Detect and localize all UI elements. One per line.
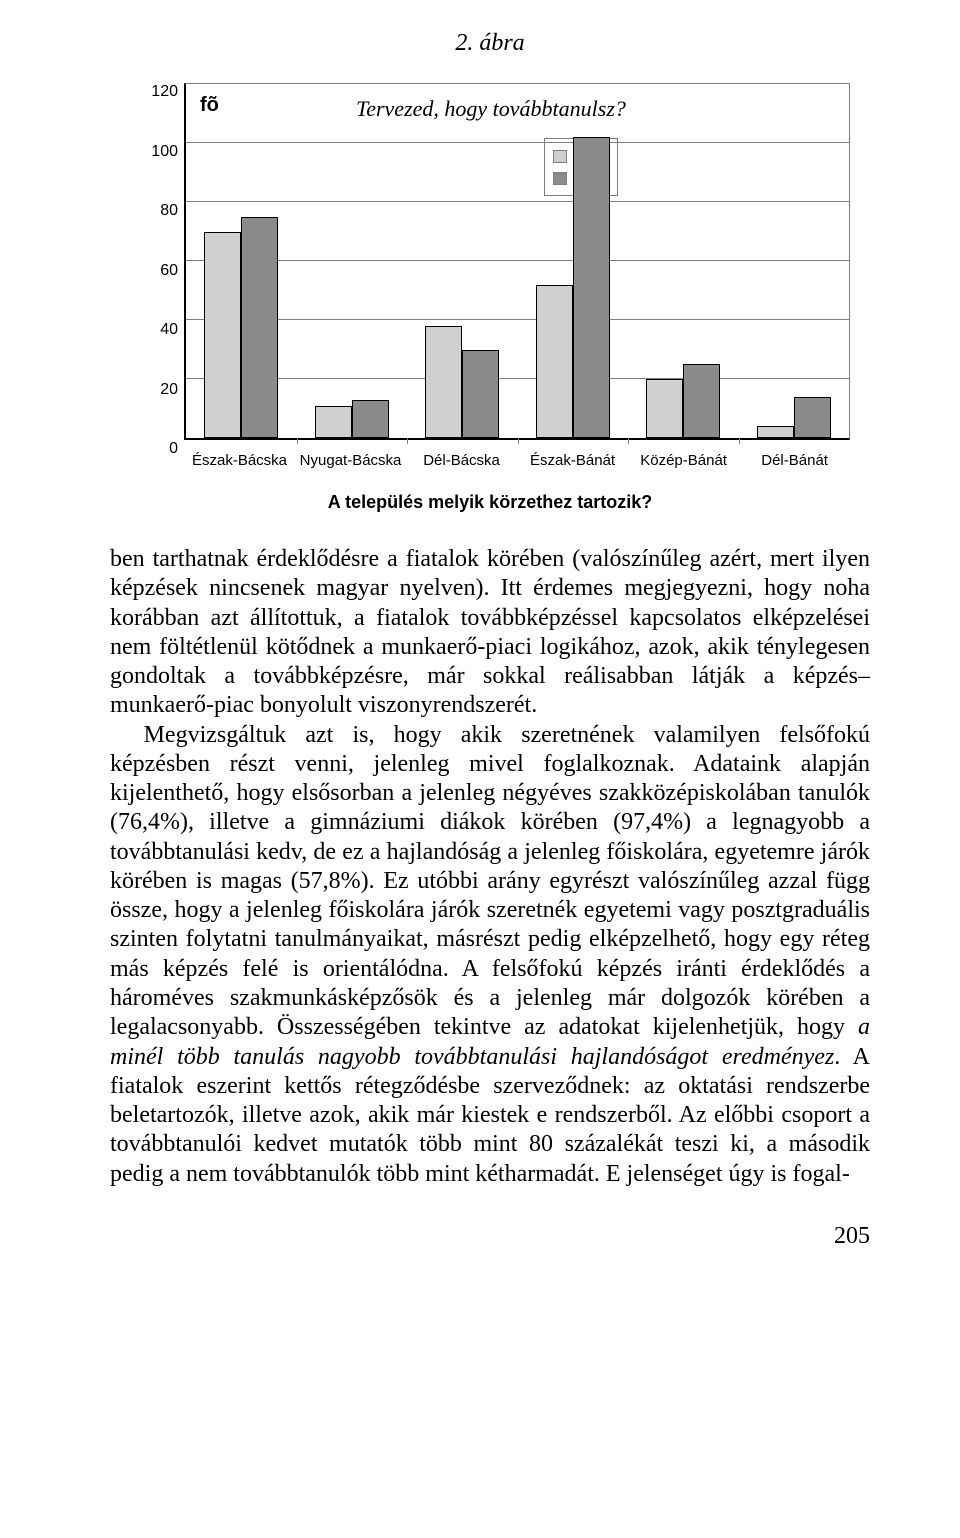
bar-nem [573,137,610,438]
bar-chart: 0 20 40 60 80 100 120 fõ Tervezed, hogy tovább… [140,75,850,480]
bar-nem [241,217,278,438]
paragraph: ben tarthatnak érdeklődésre a fiatalok k… [110,545,870,721]
grid-line [186,201,849,202]
grid-line [186,378,849,379]
grid-line [186,319,849,320]
bar-igen [646,379,683,438]
y-tick-label: 120 [140,83,178,101]
grid-line [186,142,849,143]
x-category-label: Dél-Bácska [423,452,500,469]
x-axis-title: A település melyik körzethez tartozik? [110,492,870,513]
bar-igen [536,285,573,438]
bar-igen [204,232,241,439]
y-tick-label: 40 [140,321,178,339]
y-tick-label: 60 [140,262,178,280]
x-category-label: Dél-Bánát [761,452,828,469]
y-axis: 020406080100120 [140,75,184,440]
chart-title: Tervezed, hogy továbbtanulsz? [356,96,626,122]
x-category-label: Közép-Bánát [640,452,727,469]
y-tick-label: 0 [140,440,178,458]
y-unit-label: fõ [200,94,219,117]
bar-nem [683,364,720,438]
figure-caption: 2. ábra [110,30,870,57]
y-tick-label: 20 [140,381,178,399]
grid-line [186,260,849,261]
bar-igen [425,326,462,438]
x-category-label: Észak-Bánát [530,452,615,469]
x-category-label: Nyugat-Bácska [300,452,402,469]
legend-swatch [553,150,567,163]
bar-nem [462,350,499,439]
y-tick-label: 80 [140,202,178,220]
bar-igen [757,426,794,438]
y-tick-label: 100 [140,143,178,161]
bar-nem [794,397,831,438]
x-category-label: Észak-Bácska [192,452,287,469]
plot-area: fõ Tervezed, hogy továbbtanulsz? igennem [184,83,850,440]
legend-swatch [553,172,567,185]
bar-igen [315,406,352,438]
body-text: ben tarthatnak érdeklődésre a fiatalok k… [110,545,870,1189]
bar-nem [352,400,389,438]
paragraph: Megvizsgáltuk azt is, hogy akik szeretné… [110,721,870,1189]
page-number: 205 [110,1223,870,1250]
x-axis-labels: Észak-Bácska Nyugat-Bácska Dél-Bácska Észak… [184,444,850,480]
